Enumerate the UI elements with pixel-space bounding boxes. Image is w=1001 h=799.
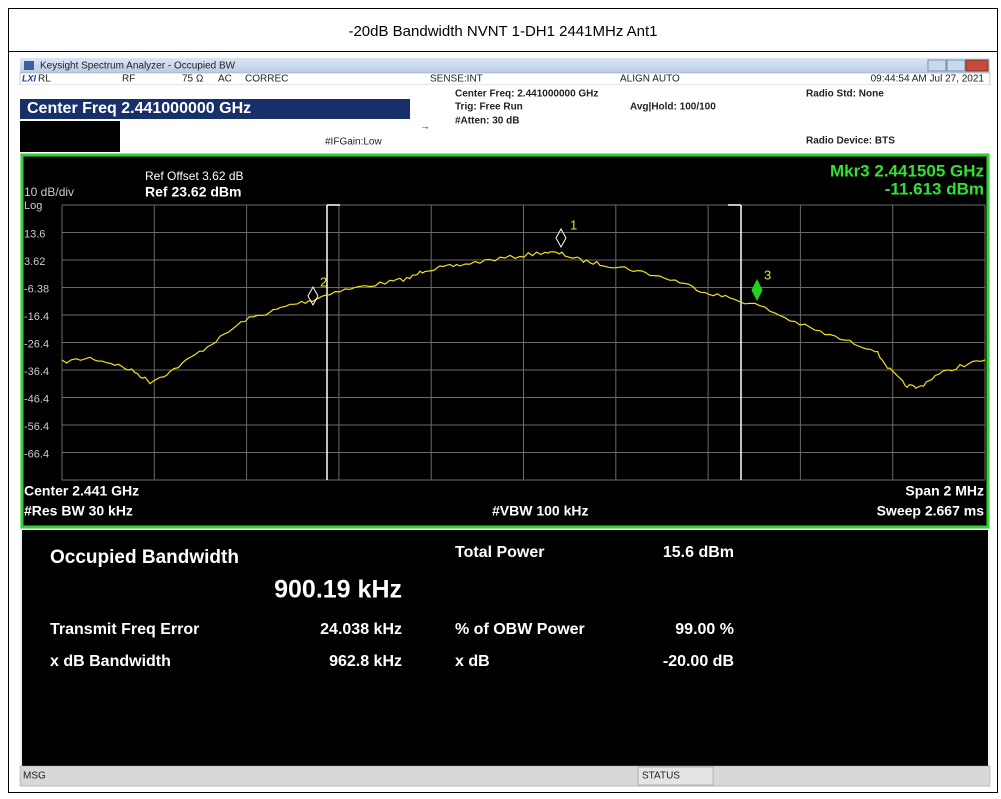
ref-offset: Ref Offset 3.62 dB [145, 169, 244, 183]
marker-2 [307, 285, 319, 307]
marker-readout-freq: Mkr3 2.441505 GHz [830, 161, 984, 180]
center-freq-button-label: Center Freq 2.441000000 GHz [27, 100, 251, 117]
freq-error-label: Transmit Freq Error [50, 621, 199, 638]
occupied-bw-label: Occupied Bandwidth [50, 547, 239, 568]
trig: Trig: Free Run [455, 102, 523, 113]
status-align: ALIGN AUTO [620, 74, 680, 85]
spectrum-trace [61, 251, 986, 389]
app-icon [24, 61, 34, 70]
occupied-bw-value: 900.19 kHz [274, 576, 402, 604]
sweep: Sweep 2.667 ms [877, 503, 985, 519]
trig-arrow: → [420, 122, 430, 133]
grid [61, 204, 986, 481]
y-label: 13.6 [24, 228, 45, 240]
report-title: -20dB Bandwidth NVNT 1-DH1 2441MHz Ant1 [348, 23, 657, 40]
avg-hold: Avg|Hold: 100/100 [630, 102, 716, 113]
xdb-label: x dB [455, 653, 490, 670]
status-coupling: AC [218, 74, 232, 85]
footer-status: STATUS [642, 771, 680, 782]
y-label: -36.4 [24, 366, 49, 378]
if-gain: #IFGain:Low [325, 137, 382, 148]
status-correc: CORREC [245, 74, 288, 85]
y-label: 3.62 [24, 256, 45, 268]
y-label: -66.4 [24, 448, 49, 460]
entry-box [20, 121, 120, 152]
footer-msg: MSG [23, 771, 46, 782]
obw-power-value: 99.00 % [675, 621, 734, 638]
xdb-value: -20.00 dB [663, 653, 734, 670]
window-titlebar [20, 58, 990, 73]
status-timestamp: 09:44:54 AM Jul 27, 2021 [871, 74, 985, 85]
radio-std: Radio Std: None [806, 89, 884, 100]
freq-error-value: 24.038 kHz [320, 621, 402, 638]
window-title: Keysight Spectrum Analyzer - Occupied BW [40, 61, 236, 72]
center-freq-button[interactable] [20, 99, 410, 119]
status-impedance: 75 Ω [182, 74, 204, 85]
marker-3-label: 3 [764, 267, 771, 282]
scale-type: Log [24, 200, 42, 212]
xdb-bw-value: 962.8 kHz [329, 653, 402, 670]
marker-1 [555, 227, 567, 249]
scale: 10 dB/div [24, 185, 74, 199]
status-box [637, 766, 714, 786]
marker-3 [751, 278, 763, 302]
marker-1-label: 1 [570, 217, 577, 232]
graph-panel [20, 153, 990, 529]
y-label: -56.4 [24, 421, 49, 433]
center-freq: Center Freq: 2.441000000 GHz [455, 89, 598, 100]
y-label: -6.38 [24, 283, 49, 295]
total-power-label: Total Power [455, 544, 545, 561]
close-button[interactable] [965, 59, 989, 72]
y-label: -26.4 [24, 338, 49, 350]
lxi-icon: LXI [22, 73, 37, 83]
radio-device: Radio Device: BTS [806, 136, 895, 147]
y-label: -46.4 [24, 393, 49, 405]
y-label: -16.4 [24, 311, 49, 323]
obw-power-label: % of OBW Power [455, 621, 585, 638]
obw-edge-lines [326, 204, 742, 480]
minimize-button[interactable] [927, 59, 947, 72]
y-labels: 13.6 3.62 -6.38 -16.4 -26.4 -36.4 -46.4 -56.4 -6… [24, 228, 49, 460]
status-sense: SENSE:INT [430, 74, 483, 85]
maximize-button[interactable] [946, 59, 966, 72]
center-label: Center 2.441 GHz [24, 483, 139, 499]
marker-2-label: 2 [320, 274, 327, 289]
status-rl: RL [38, 74, 51, 85]
results-panel [22, 530, 988, 766]
xdb-bw-label: x dB Bandwidth [50, 653, 171, 670]
marker-readout-level: -11.613 dBm [885, 179, 984, 198]
vbw: #VBW 100 kHz [492, 503, 588, 519]
status-row [19, 72, 991, 86]
res-bw: #Res BW 30 kHz [24, 503, 133, 519]
total-power-value: 15.6 dBm [663, 544, 734, 561]
span: Span 2 MHz [905, 483, 984, 499]
ref-level: Ref 23.62 dBm [145, 184, 241, 200]
footer-bar [19, 765, 991, 787]
atten: #Atten: 30 dB [455, 116, 519, 127]
status-rf: RF [122, 74, 135, 85]
